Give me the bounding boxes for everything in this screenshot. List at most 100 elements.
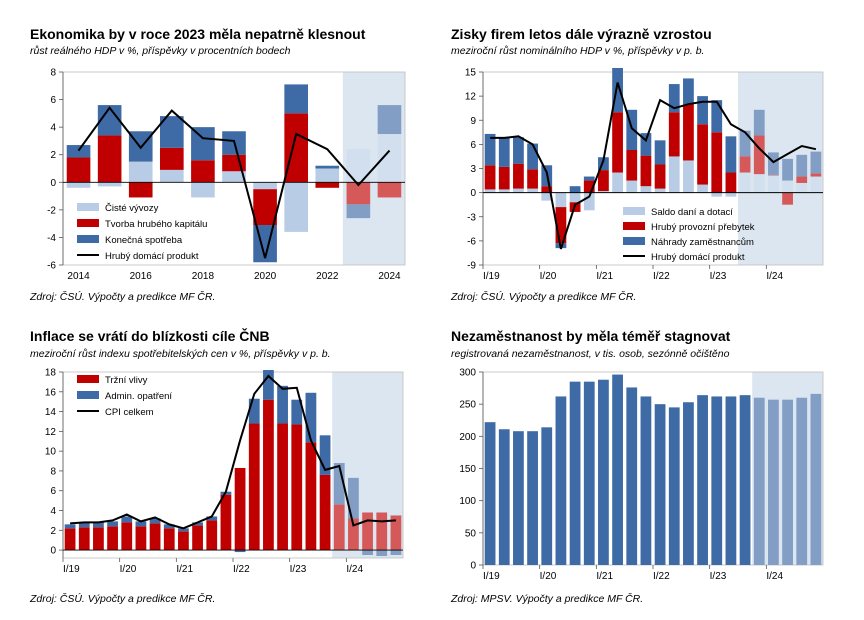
bar-tržní-vlivy: [277, 423, 288, 550]
bar-hrubý-provozní-přebytek: [811, 173, 822, 176]
bar-náhrady-zaměstnancům: [655, 140, 666, 164]
x-tick-label: 2018: [192, 271, 215, 282]
chart3-source: Zdroj: ČSÚ. Výpočty a predikce MF ČR.: [30, 593, 215, 605]
bar-konečná-spotřeba: [315, 166, 339, 169]
y-tick-label: 100: [459, 496, 476, 507]
bar-hrubý-provozní-přebytek: [754, 136, 765, 175]
bar-saldo-daní-a-dotací: [556, 193, 567, 207]
bar-tržní-vlivy: [334, 505, 345, 551]
legend-swatch: [77, 219, 99, 227]
x-tick-label: I/20: [120, 564, 137, 575]
bar-admin.-opatření: [107, 521, 118, 526]
bar-tržní-vlivy: [306, 442, 317, 550]
y-tick-label: 15: [465, 68, 477, 79]
bar-saldo-daní-a-dotací: [641, 186, 652, 192]
bar-saldo-daní-a-dotací: [768, 175, 779, 193]
bar-náhrady-zaměstnancům: [513, 137, 524, 164]
bar-saldo-daní-a-dotací: [782, 181, 793, 193]
bar-tržní-vlivy: [263, 400, 274, 550]
x-tick-label: 2024: [378, 271, 401, 282]
x-tick-label: I/24: [766, 271, 783, 282]
bar-náhrady-zaměstnancům: [782, 159, 793, 181]
x-tick-label: I/24: [346, 564, 363, 575]
bar-tvorba-hrubého-kapitálu: [191, 160, 215, 182]
bar-náhrady-zaměstnancům: [570, 186, 581, 192]
bar-náhrady-zaměstnancům: [726, 136, 737, 172]
x-tick-label: I/22: [653, 571, 670, 582]
bar-čisté-vývozy: [129, 162, 153, 183]
bar-hrubý-provozní-přebytek: [612, 112, 623, 172]
y-tick-label: 4: [50, 123, 56, 134]
x-tick-label: I/21: [176, 564, 193, 575]
bar-tržní-vlivy: [150, 523, 161, 550]
bar-saldo-daní-a-dotací: [740, 173, 751, 193]
nominal-gdp-chart: -9 -6 -3 0 3 6 9 12 15 I/19 I/20 I/21 I/22 I/23 I/24 Sa…: [445, 62, 830, 290]
bar-tvorba-hrubého-kapitálu: [160, 148, 184, 170]
bar-tržní-vlivy: [178, 531, 189, 550]
bar-saldo-daní-a-dotací: [655, 189, 666, 193]
bar-value: [726, 396, 737, 565]
bar-value: [669, 407, 680, 565]
bar-saldo-daní-a-dotací: [754, 174, 765, 192]
bar-admin.-opatření: [65, 524, 76, 528]
bar-saldo-daní-a-dotací: [796, 183, 807, 193]
x-tick-label: 2016: [130, 271, 153, 282]
bar-value: [499, 429, 510, 565]
bar-hrubý-provozní-přebytek: [768, 175, 779, 176]
y-tick-label: 0: [50, 178, 56, 189]
bar-value: [811, 394, 822, 565]
bar-konečná-spotřeba: [347, 204, 371, 218]
x-tick-label: I/23: [290, 564, 307, 575]
legend-label: Tržní vlivy: [105, 375, 148, 386]
chart1-subtitle: růst reálného HDP v %, příspěvky v proce…: [30, 45, 291, 57]
y-tick-label: 14: [45, 407, 57, 418]
bar-hrubý-provozní-přebytek: [641, 156, 652, 187]
bar-saldo-daní-a-dotací: [612, 173, 623, 193]
y-tick-label: 16: [45, 387, 57, 398]
inflation-chart: 0 2 4 6 8 10 12 14 16 18 I/19 I/20 I/21 I/22 I/23 I/24 T…: [25, 362, 410, 590]
bar-tvorba-hrubého-kapitálu: [67, 157, 91, 182]
legend-swatch: [77, 391, 99, 399]
bar-tržní-vlivy: [121, 522, 132, 550]
bar-tržní-vlivy: [362, 512, 373, 550]
bar-tržní-vlivy: [291, 424, 302, 550]
x-tick-label: I/22: [653, 271, 670, 282]
y-tick-label: -2: [47, 205, 56, 216]
y-tick-label: 12: [465, 92, 477, 103]
bar-saldo-daní-a-dotací: [485, 189, 496, 192]
bar-hrubý-provozní-přebytek: [740, 156, 751, 172]
bar-value: [513, 431, 524, 565]
bar-value: [570, 382, 581, 565]
bar-hrubý-provozní-přebytek: [669, 112, 680, 156]
chart2-source: Zdroj: ČSÚ. Výpočty a predikce MF ČR.: [451, 291, 636, 303]
bar-náhrady-zaměstnancům: [527, 144, 538, 170]
bar-konečná-spotřeba: [67, 145, 91, 157]
bar-čisté-vývozy: [67, 182, 91, 188]
bar-hrubý-provozní-přebytek: [683, 104, 694, 160]
bar-tržní-vlivy: [192, 525, 203, 550]
bar-náhrady-zaměstnancům: [584, 177, 595, 181]
legend-label: Admin. opatření: [105, 391, 172, 402]
x-tick-label: I/20: [540, 271, 557, 282]
unemployment-chart: 050100150200250300I/19 I/20 I/21 I/22 I/23 I/…: [445, 362, 830, 590]
bar-tržní-vlivy: [65, 528, 76, 550]
legend-label: Saldo daní a dotací: [651, 207, 733, 218]
y-tick-label: 50: [465, 528, 477, 539]
y-tick-label: 150: [459, 464, 476, 475]
x-tick-label: I/23: [710, 271, 727, 282]
x-tick-label: I/23: [710, 571, 727, 582]
bar-value: [641, 396, 652, 565]
bar-tržní-vlivy: [249, 423, 260, 550]
y-tick-label: 300: [459, 368, 476, 379]
y-tick-label: 6: [470, 140, 476, 151]
bar-náhrady-zaměstnancům: [768, 152, 779, 175]
bar-admin.-opatření: [391, 550, 402, 555]
bar-admin.-opatření: [306, 393, 317, 442]
x-tick-label: I/21: [596, 271, 613, 282]
bar-tržní-vlivy: [79, 527, 90, 550]
legend-label: Hrubý provozní přebytek: [651, 222, 755, 233]
bar-konečná-spotřeba: [284, 84, 308, 113]
bar-hrubý-provozní-přebytek: [782, 193, 793, 205]
bar-saldo-daní-a-dotací: [811, 177, 822, 193]
bar-náhrady-zaměstnancům: [683, 78, 694, 104]
